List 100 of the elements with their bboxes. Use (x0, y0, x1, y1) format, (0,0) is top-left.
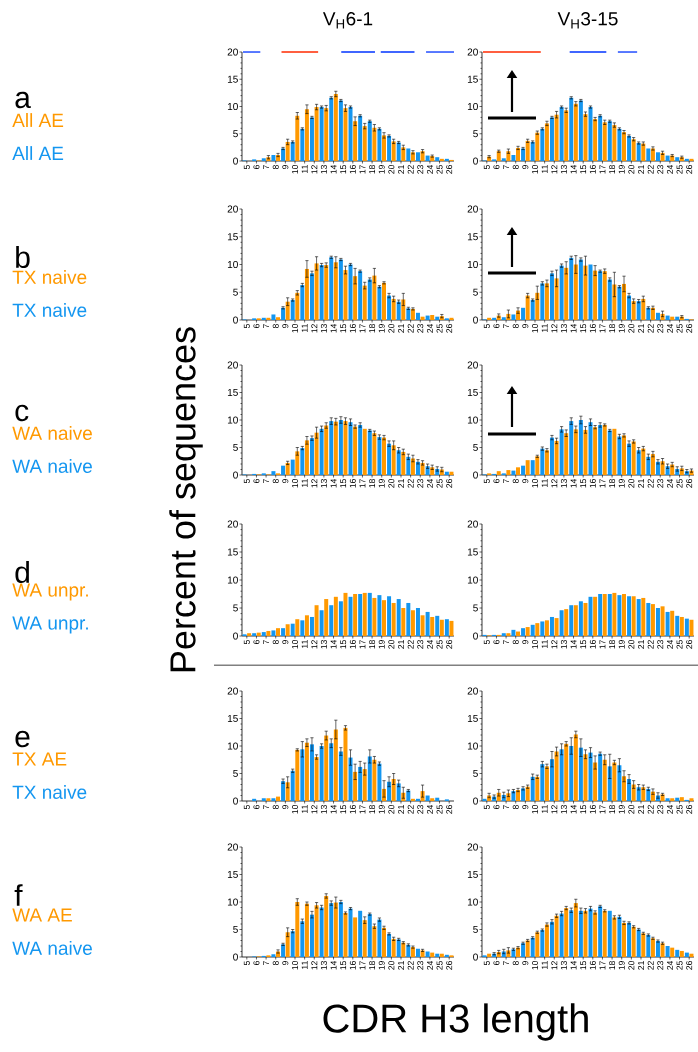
x-tick-label: 17 (599, 324, 606, 333)
x-tick-label: 24 (426, 960, 433, 970)
x-tick-label: 26 (685, 640, 692, 649)
bar (660, 943, 665, 957)
bar (540, 448, 545, 476)
y-tick-label: 0 (472, 632, 478, 640)
x-tick-label: 12 (311, 165, 317, 174)
x-tick-label: 11 (541, 961, 548, 969)
y-tick-label: 5 (472, 604, 478, 612)
x-tick-label: 9 (522, 805, 529, 810)
bar (602, 424, 607, 476)
text: WA AE (12, 908, 72, 922)
bar (266, 630, 271, 637)
bar (251, 633, 256, 637)
x-tick-label: 7 (502, 165, 509, 169)
x-tick-label: 25 (436, 324, 443, 333)
bar (578, 420, 583, 476)
bar (391, 141, 396, 162)
x-tick-label: 13 (560, 479, 567, 488)
y-tick-label: 0 (472, 471, 478, 479)
y-tick-label: 10 (467, 416, 478, 424)
x-tick-label: 12 (311, 805, 317, 814)
bar (295, 902, 300, 957)
bar (309, 117, 314, 162)
y-tick-label: 10 (227, 742, 238, 750)
bar (290, 770, 295, 802)
x-tick-label: 12 (311, 961, 317, 970)
bar (554, 618, 559, 637)
x-tick-label: 15 (579, 805, 586, 814)
x-tick-label: 23 (657, 961, 664, 970)
bar (578, 601, 583, 637)
bar (602, 910, 607, 957)
x-tick-label: 22 (647, 961, 654, 970)
bar (646, 788, 651, 802)
bar (675, 797, 679, 802)
x-tick-label: 9 (282, 640, 289, 645)
x-tick-label: 25 (436, 805, 443, 814)
y-tick-label: 20 (467, 843, 478, 851)
bar (367, 756, 372, 802)
x-tick-label: 14 (330, 960, 337, 970)
bar (530, 937, 535, 957)
bar (386, 295, 391, 321)
x-tick-label: 25 (436, 640, 443, 649)
bar (573, 103, 578, 162)
x-tick-label: 19 (378, 479, 385, 488)
x-tick-label: 17 (599, 805, 606, 814)
y-tick-label: 0 (232, 797, 238, 805)
bar (271, 630, 276, 637)
x-tick-label: 8 (272, 961, 279, 966)
x-tick-label: 15 (339, 805, 346, 814)
bar (602, 271, 607, 321)
x-tick-label: 8 (512, 165, 519, 170)
x-tick-label: 11 (301, 165, 308, 173)
bar (444, 619, 449, 637)
bar (617, 128, 622, 162)
y-tick-label: 5 (232, 926, 238, 933)
bar (435, 615, 439, 637)
bar (319, 907, 324, 957)
y-tick-label: 15 (227, 75, 238, 83)
bar (338, 420, 343, 476)
x-tick-label: 19 (378, 961, 385, 970)
text: b (15, 245, 30, 269)
bar (362, 769, 367, 802)
x-tick-label: 10 (291, 324, 298, 333)
bar (290, 141, 295, 162)
x-tick-label: 25 (676, 961, 683, 970)
chart-title: V$_{H}$3-15 (557, 12, 618, 29)
bar (285, 932, 290, 957)
x-tick-label: 18 (368, 961, 375, 970)
chart-title: V$_{H}$6-1 (322, 12, 372, 29)
x-tick-label: 26 (685, 479, 692, 488)
x-tick-label: 21 (637, 961, 644, 970)
bar (583, 114, 588, 162)
bar (323, 599, 328, 637)
bar (660, 606, 665, 637)
x-tick-label: 23 (657, 805, 664, 814)
bar (309, 616, 314, 637)
bar (362, 428, 367, 476)
bar (588, 908, 593, 957)
bar (559, 913, 564, 957)
x-tick-label: 11 (541, 479, 548, 487)
y-tick-label: 20 (467, 361, 478, 369)
x-tick-label: 5 (243, 961, 250, 966)
y-tick-label: 5 (232, 130, 238, 138)
bar (525, 627, 530, 637)
bar (435, 797, 439, 802)
y-tick-label: 15 (227, 548, 238, 556)
bar (646, 935, 651, 957)
bar (569, 910, 573, 957)
bar (271, 471, 276, 476)
bar (425, 795, 430, 802)
bar (319, 428, 324, 476)
bar (275, 628, 280, 637)
bar (669, 947, 674, 957)
bar (275, 317, 280, 321)
bar (544, 924, 549, 957)
bar (304, 615, 309, 637)
bar (396, 301, 401, 321)
x-tick-label: 8 (272, 324, 279, 329)
y-tick-label: 20 (467, 48, 478, 56)
